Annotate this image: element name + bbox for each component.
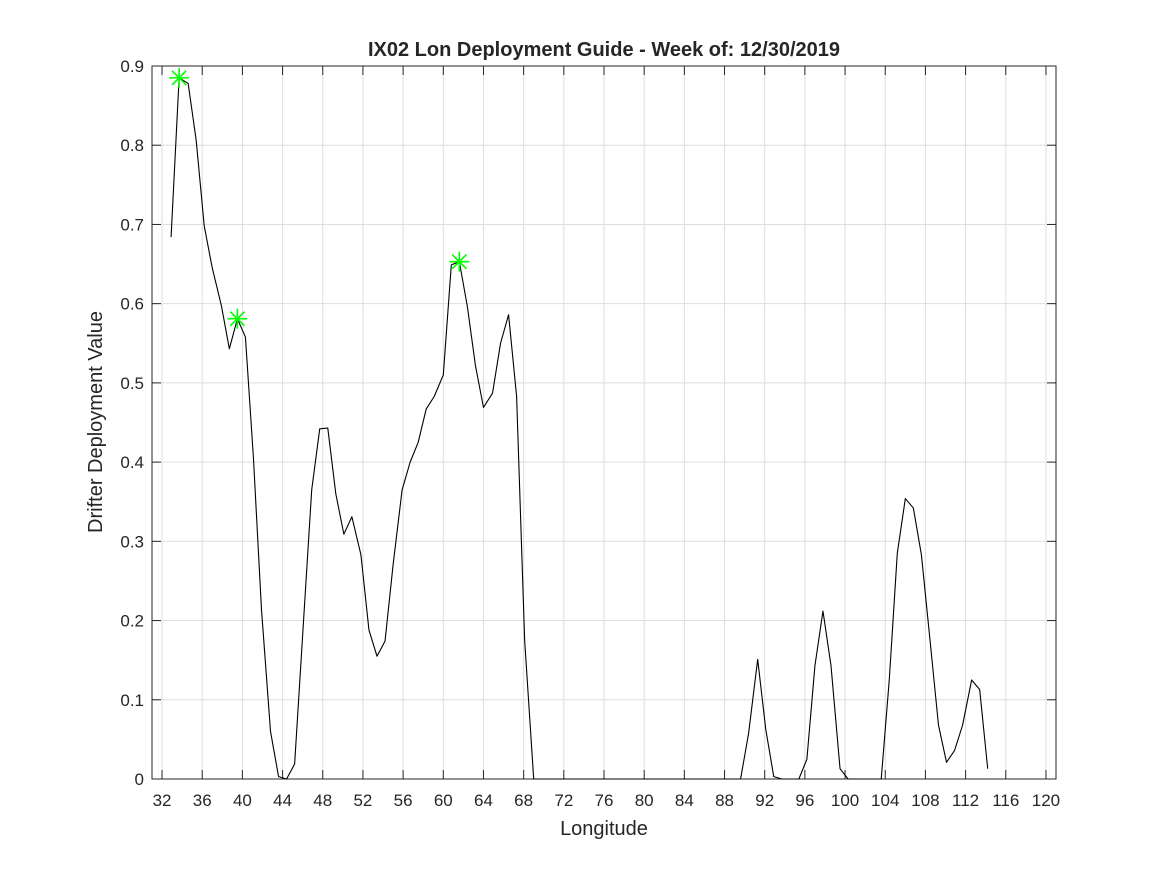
x-tick-label: 76 xyxy=(595,791,614,810)
x-tick-label: 116 xyxy=(992,791,1019,810)
x-tick-label: 92 xyxy=(755,791,774,810)
x-tick-label: 104 xyxy=(871,791,899,810)
marker-layer xyxy=(169,67,470,329)
x-tick-label: 112 xyxy=(952,791,979,810)
asterisk-marker xyxy=(169,67,190,88)
x-tick-label: 100 xyxy=(831,791,859,810)
y-tick-label: 0.1 xyxy=(120,691,144,710)
x-axis-label: Longitude xyxy=(560,818,648,840)
x-tick-label: 32 xyxy=(153,791,172,810)
x-tick-label: 40 xyxy=(233,791,252,810)
y-tick-labels: 0 0.1 0.2 0.3 0.4 0.5 0.6 0.7 0.8 0.9 xyxy=(120,57,144,789)
series-layer xyxy=(170,77,989,780)
chart-title: IX02 Lon Deployment Guide - Week of: 12/… xyxy=(368,39,840,61)
x-tick-label: 96 xyxy=(795,791,814,810)
axis-ticks xyxy=(152,65,1056,780)
grid xyxy=(152,65,1056,780)
y-axis-label: Drifter Deployment Value xyxy=(85,311,107,533)
y-tick-label: 0.2 xyxy=(120,612,144,631)
x-tick-label: 108 xyxy=(911,791,939,810)
y-tick-label: 0.9 xyxy=(120,57,144,76)
y-tick-label: 0.4 xyxy=(120,453,144,472)
x-tick-label: 48 xyxy=(313,791,332,810)
x-tick-labels: 32 36 40 44 48 52 56 60 64 68 72 76 80 84 88 92 96 100 104… xyxy=(153,791,1061,810)
asterisk-marker xyxy=(449,251,470,272)
x-tick-label: 80 xyxy=(635,791,654,810)
x-tick-label: 44 xyxy=(273,791,292,810)
x-tick-label: 84 xyxy=(675,791,694,810)
x-tick-label: 120 xyxy=(1032,791,1060,810)
x-tick-label: 68 xyxy=(514,791,533,810)
y-tick-label: 0.5 xyxy=(120,374,144,393)
x-tick-label: 52 xyxy=(353,791,372,810)
y-tick-label: 0.6 xyxy=(120,295,144,314)
series-line xyxy=(170,77,989,780)
y-tick-label: 0.7 xyxy=(120,215,144,234)
x-tick-label: 60 xyxy=(434,791,453,810)
x-tick-label: 56 xyxy=(394,791,413,810)
x-tick-label: 88 xyxy=(715,791,734,810)
y-tick-label: 0.3 xyxy=(120,532,144,551)
y-tick-label: 0.8 xyxy=(120,136,144,155)
asterisk-marker xyxy=(227,308,248,329)
x-tick-label: 64 xyxy=(474,791,493,810)
x-tick-label: 36 xyxy=(193,791,212,810)
y-tick-label: 0 xyxy=(135,770,144,789)
x-tick-label: 72 xyxy=(554,791,573,810)
